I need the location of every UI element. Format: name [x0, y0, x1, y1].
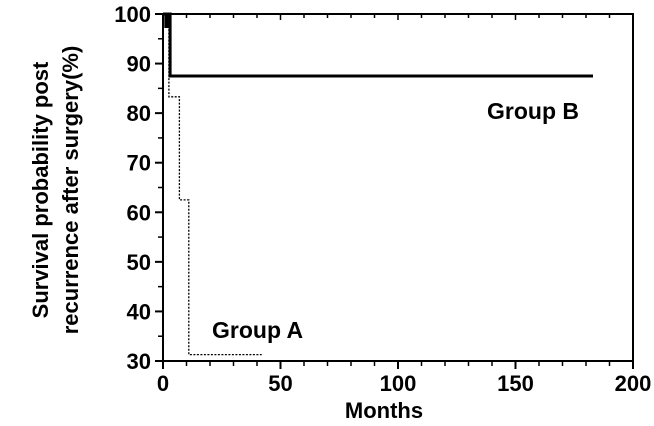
x-tick-label: 50 [268, 371, 292, 396]
annotation-group-a: Group A [212, 317, 303, 343]
plot-frame [162, 13, 634, 362]
annotation-group-b: Group B [487, 98, 579, 124]
series-line-group-b [163, 12, 593, 78]
series-line-group-a [163, 13, 262, 356]
x-tick-label: 150 [497, 371, 534, 396]
axes-layer [155, 13, 634, 369]
y-axis-title-line: recurrence after surgery(%) [58, 46, 83, 335]
x-axis-title: Months [345, 398, 423, 423]
y-tick-label: 60 [127, 200, 151, 225]
x-tick-label: 200 [615, 371, 652, 396]
y-tick-label: 70 [127, 151, 151, 176]
y-tick-label: 50 [127, 250, 151, 275]
y-tick-label: 40 [127, 299, 151, 324]
x-tick-label: 100 [380, 371, 417, 396]
label-layer: 30 40 50 60 70 80 90 100 0 50 100 150 200 Months Survi… [28, 2, 651, 423]
x-tick-label: 0 [157, 371, 169, 396]
y-tick-label: 100 [114, 2, 151, 27]
y-tick-label: 90 [127, 52, 151, 77]
series-layer [163, 12, 593, 356]
y-axis-title-line: Survival probability post [28, 61, 53, 318]
y-tick-label: 30 [127, 349, 151, 374]
y-tick-label: 80 [127, 101, 151, 126]
